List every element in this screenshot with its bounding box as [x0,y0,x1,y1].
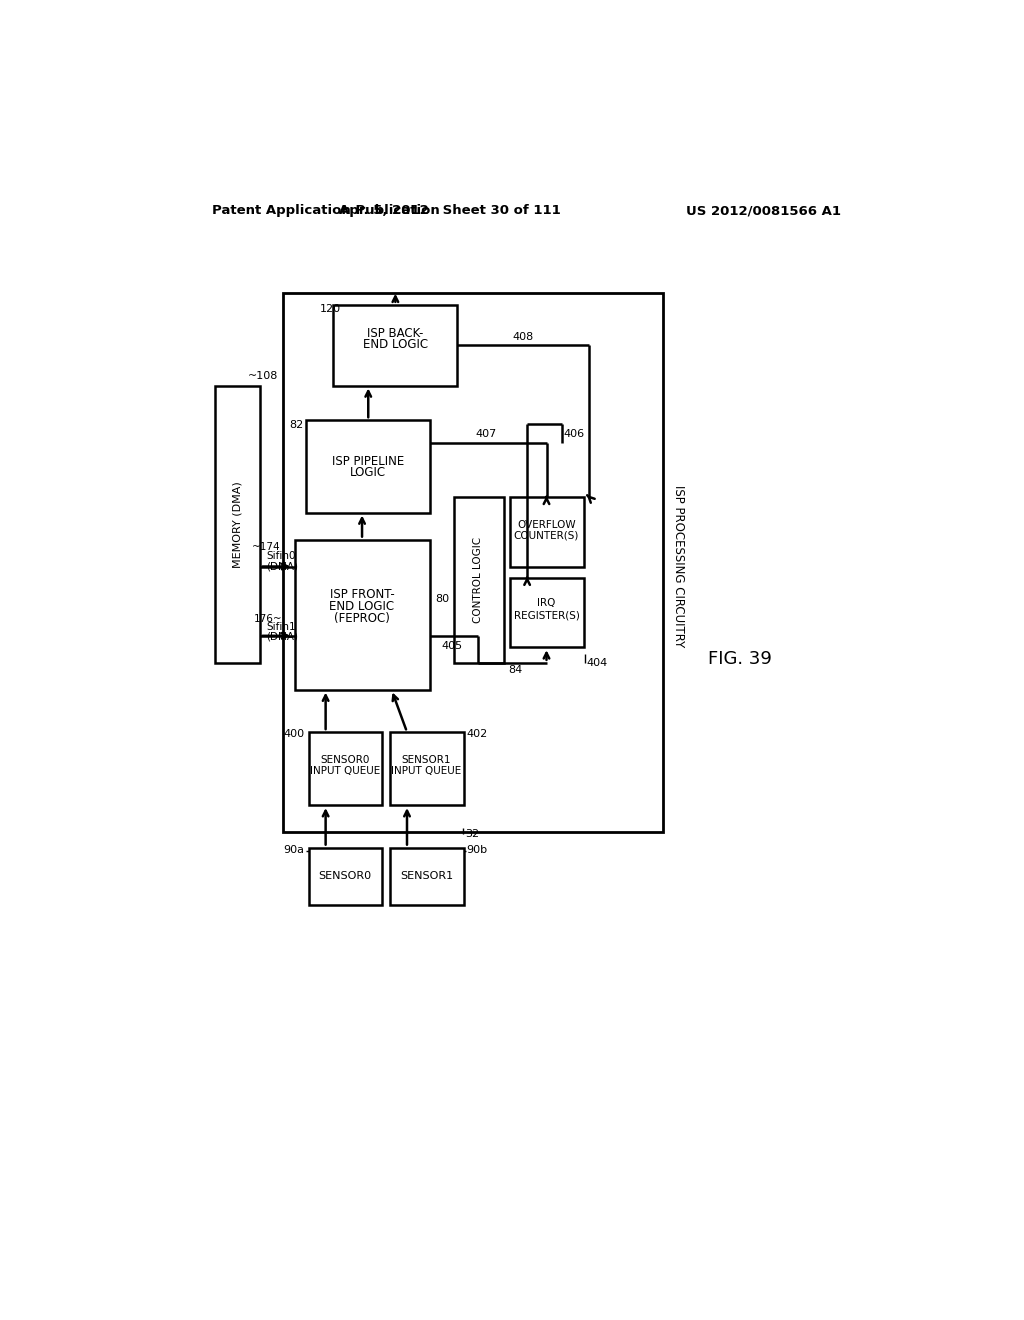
Bar [390,847,464,906]
Text: 90b: 90b [467,845,487,855]
Text: INPUT QUEUE: INPUT QUEUE [391,766,462,776]
Bar [306,420,430,512]
Text: 82: 82 [289,420,303,430]
Text: ISP FRONT-: ISP FRONT- [330,589,394,602]
Text: 405: 405 [441,640,463,651]
Text: 404: 404 [587,657,608,668]
Text: 84: 84 [508,665,522,676]
Text: 176~: 176~ [254,614,283,624]
Text: SENSOR1: SENSOR1 [399,871,453,880]
Text: ISP PROCESSING CIRCUITRY: ISP PROCESSING CIRCUITRY [672,486,685,648]
Text: Patent Application Publication: Patent Application Publication [212,205,439,218]
Text: SENSOR0: SENSOR0 [318,871,372,880]
Text: LOGIC: LOGIC [350,466,386,479]
Text: 400: 400 [284,730,305,739]
Bar [454,498,504,663]
Text: COUNTER(S): COUNTER(S) [514,531,580,541]
Text: CONTROL LOGIC: CONTROL LOGIC [473,537,483,623]
Bar [308,733,382,805]
Text: ~174: ~174 [252,543,281,552]
Bar [295,540,430,689]
Bar [283,293,663,832]
Bar [510,498,584,566]
Text: IRQ: IRQ [538,598,556,609]
Text: 80: 80 [435,594,450,603]
Text: REGISTER(S): REGISTER(S) [514,610,580,620]
Text: INPUT QUEUE: INPUT QUEUE [310,766,380,776]
Text: 406: 406 [563,429,584,440]
Bar [215,385,260,663]
Text: Sifin0: Sifin0 [266,552,296,561]
Bar [334,305,458,385]
Text: FIG. 39: FIG. 39 [709,649,772,668]
Bar [510,578,584,647]
Text: END LOGIC: END LOGIC [330,601,394,612]
Text: (FEPROC): (FEPROC) [334,611,390,624]
Bar [308,847,382,906]
Text: SENSOR1: SENSOR1 [401,755,452,764]
Text: MEMORY (DMA): MEMORY (DMA) [232,480,243,568]
Text: SENSOR0: SENSOR0 [321,755,370,764]
Text: Apr. 5, 2012   Sheet 30 of 111: Apr. 5, 2012 Sheet 30 of 111 [339,205,560,218]
Text: US 2012/0081566 A1: US 2012/0081566 A1 [686,205,841,218]
Text: END LOGIC: END LOGIC [362,338,428,351]
Text: 120: 120 [319,305,341,314]
Text: (DMA): (DMA) [266,561,298,572]
Text: 402: 402 [467,730,487,739]
Bar [390,733,464,805]
Text: ISP PIPELINE: ISP PIPELINE [332,454,404,467]
Text: (DMA): (DMA) [266,631,298,642]
Text: 32: 32 [465,829,479,840]
Text: OVERFLOW: OVERFLOW [517,520,575,529]
Text: ISP BACK-: ISP BACK- [368,326,424,339]
Text: ~108: ~108 [248,371,279,381]
Text: Sifin1: Sifin1 [266,622,296,631]
Text: 407: 407 [475,429,497,440]
Text: 408: 408 [513,333,534,342]
Text: 90a: 90a [284,845,305,855]
